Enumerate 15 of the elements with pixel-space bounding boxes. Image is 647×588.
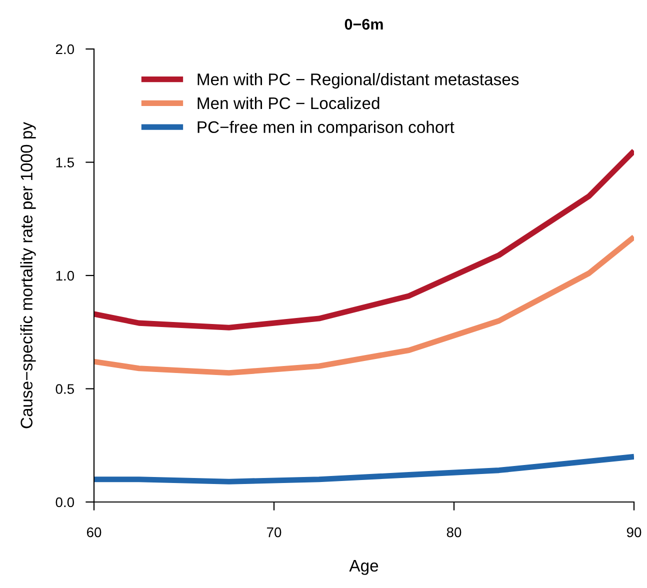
x-tick-label: 70: [266, 527, 282, 538]
y-tick-label: 0.5: [56, 384, 74, 394]
y-tick-label: 2.0: [56, 44, 74, 54]
x-axis-title: Age: [349, 560, 378, 575]
legend-label: Men with PC − Localized: [198, 96, 380, 110]
y-tick-label: 1.0: [56, 270, 74, 281]
x-tick-label: 60: [86, 527, 102, 538]
legend-label: Men with PC − Regional/distant metastases: [198, 73, 519, 89]
x-tick-label: 80: [446, 527, 462, 538]
y-tick-label: 1.5: [56, 158, 74, 168]
chart-title: 0−6m: [344, 18, 383, 30]
legend-label: PC−free men in comparison cohort: [198, 120, 454, 136]
y-tick-label: 0.0: [56, 497, 74, 508]
y-axis-title: Cause−specific mortality rate per 1000 py: [20, 122, 36, 428]
x-tick-label: 90: [626, 527, 642, 538]
